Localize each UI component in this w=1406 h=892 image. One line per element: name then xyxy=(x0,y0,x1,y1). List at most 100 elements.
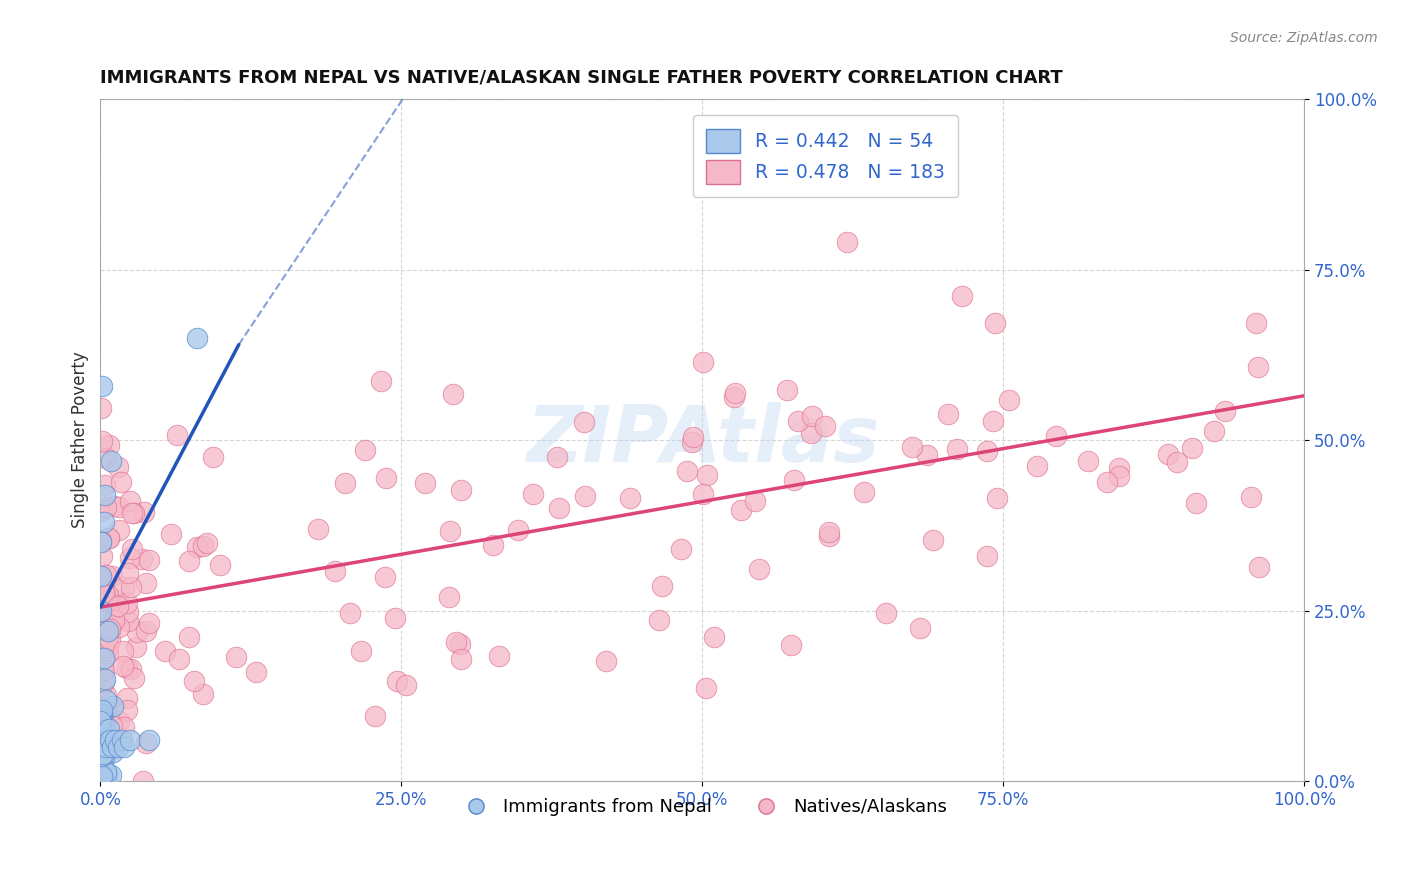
Point xyxy=(135,736,157,750)
Point xyxy=(93,586,115,600)
Point xyxy=(132,774,155,789)
Point xyxy=(441,386,464,401)
Point xyxy=(90,745,112,759)
Point xyxy=(97,631,120,645)
Point xyxy=(167,652,190,666)
Text: ZIPAtlas: ZIPAtlas xyxy=(526,402,879,478)
Point xyxy=(413,476,436,491)
Point xyxy=(93,716,115,731)
Point xyxy=(93,773,115,788)
Point xyxy=(901,440,924,454)
Point xyxy=(160,526,183,541)
Point xyxy=(1181,442,1204,456)
Point xyxy=(748,562,770,576)
Point xyxy=(191,539,214,553)
Point xyxy=(546,450,568,464)
Point xyxy=(572,415,595,429)
Point xyxy=(776,383,799,397)
Point xyxy=(984,316,1007,330)
Point xyxy=(112,739,135,754)
Point xyxy=(723,390,745,404)
Point xyxy=(787,415,810,429)
Point xyxy=(981,414,1004,428)
Point xyxy=(186,331,208,345)
Point xyxy=(245,665,267,679)
Point xyxy=(112,658,135,673)
Point xyxy=(225,650,247,665)
Point xyxy=(101,698,124,713)
Point xyxy=(97,624,120,638)
Point xyxy=(97,531,120,545)
Point xyxy=(135,624,157,638)
Point xyxy=(1204,424,1226,438)
Point xyxy=(835,235,858,249)
Point xyxy=(94,712,117,726)
Point xyxy=(201,450,224,464)
Point xyxy=(107,739,129,754)
Point xyxy=(107,599,129,613)
Point xyxy=(93,674,115,689)
Point xyxy=(908,621,931,635)
Point xyxy=(395,678,418,692)
Point xyxy=(122,671,145,685)
Point xyxy=(90,603,112,617)
Point xyxy=(117,605,139,619)
Point xyxy=(98,622,121,636)
Point xyxy=(135,575,157,590)
Point xyxy=(96,688,118,702)
Point xyxy=(94,701,117,715)
Point xyxy=(976,444,998,458)
Point xyxy=(986,491,1008,505)
Point xyxy=(177,553,200,567)
Point xyxy=(936,407,959,421)
Point xyxy=(125,640,148,654)
Point xyxy=(976,549,998,563)
Point xyxy=(724,386,747,401)
Point xyxy=(98,722,121,736)
Point xyxy=(450,483,472,497)
Point xyxy=(107,620,129,634)
Point xyxy=(1108,469,1130,483)
Point xyxy=(437,591,460,605)
Point xyxy=(1247,559,1270,574)
Point xyxy=(90,569,112,583)
Point xyxy=(90,569,112,583)
Point xyxy=(115,691,138,706)
Point xyxy=(374,570,396,584)
Point xyxy=(195,536,218,550)
Point xyxy=(1157,446,1180,460)
Point xyxy=(90,742,112,756)
Point xyxy=(370,374,392,388)
Point xyxy=(676,464,699,478)
Text: IMMIGRANTS FROM NEPAL VS NATIVE/ALASKAN SINGLE FATHER POVERTY CORRELATION CHART: IMMIGRANTS FROM NEPAL VS NATIVE/ALASKAN … xyxy=(100,69,1063,87)
Point xyxy=(138,733,160,747)
Point xyxy=(117,596,139,610)
Point xyxy=(89,707,111,722)
Point xyxy=(1244,316,1267,330)
Point xyxy=(695,681,717,695)
Point xyxy=(121,542,143,557)
Point xyxy=(110,475,132,489)
Point xyxy=(648,613,671,627)
Point xyxy=(89,587,111,601)
Point xyxy=(814,418,837,433)
Point xyxy=(439,524,461,538)
Point xyxy=(444,634,467,648)
Point xyxy=(730,503,752,517)
Point xyxy=(120,494,142,508)
Point xyxy=(90,763,112,777)
Point xyxy=(323,565,346,579)
Point xyxy=(1025,458,1047,473)
Point xyxy=(619,491,641,506)
Point xyxy=(111,644,134,658)
Point xyxy=(117,614,139,628)
Point xyxy=(138,615,160,630)
Point xyxy=(101,745,124,759)
Point xyxy=(120,550,142,565)
Point xyxy=(132,505,155,519)
Point xyxy=(193,687,215,701)
Point xyxy=(101,598,124,612)
Point xyxy=(1097,475,1119,490)
Point xyxy=(692,487,714,501)
Point xyxy=(998,392,1021,407)
